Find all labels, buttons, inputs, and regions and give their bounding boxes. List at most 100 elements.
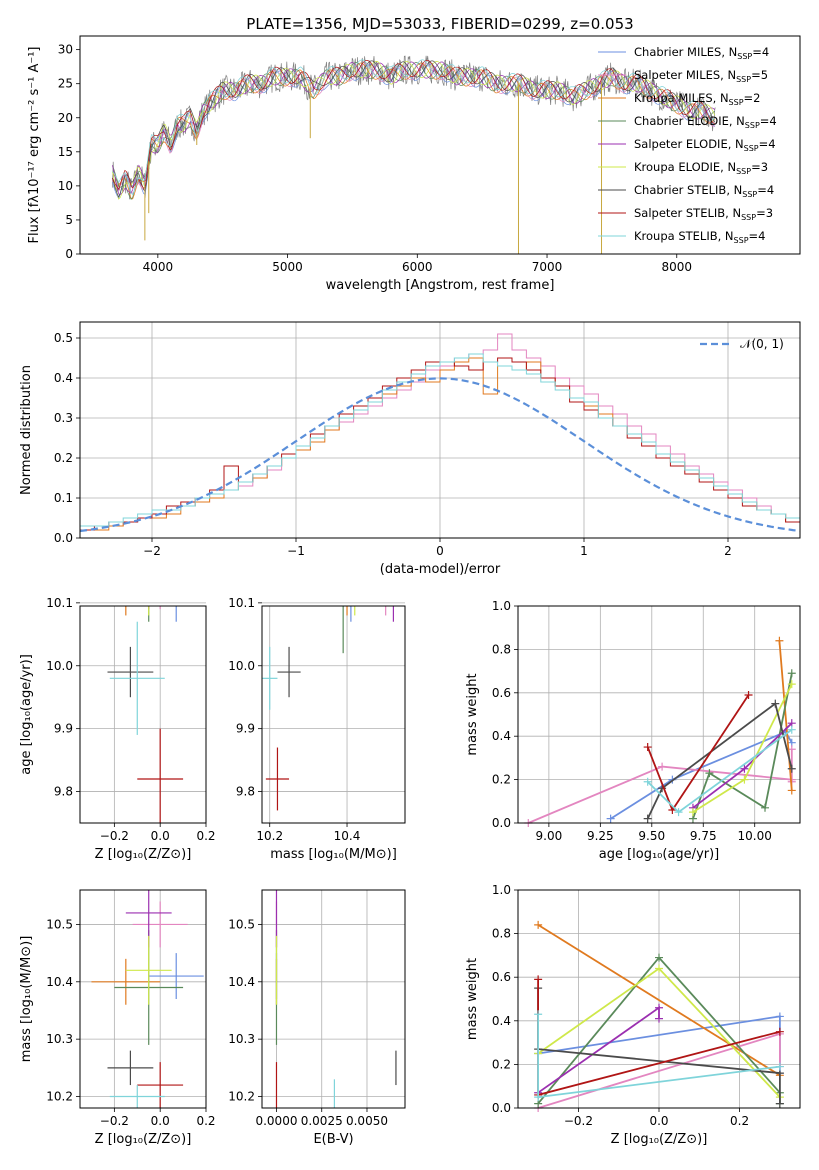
weight-marker-kroupa-miles [775, 636, 784, 645]
y-tick-label: 10.1 [228, 596, 255, 610]
legend-count: =3 [756, 206, 773, 220]
y-tick-label: 10.2 [46, 1090, 73, 1104]
x-tick-label: −0.2 [100, 1114, 129, 1128]
legend-count: =4 [757, 183, 774, 197]
legend-entry-kroupa-elodie: Kroupa ELODIE, NSSP=3 [634, 160, 768, 176]
x-tick-label: 10.4 [334, 829, 361, 843]
y-tick-label: 1.0 [492, 599, 511, 613]
y-tick-label: 0.8 [492, 927, 511, 941]
weight-marker-salpeter-elodie [655, 1014, 663, 1023]
legend-label: Kroupa ELODIE, N [634, 160, 736, 174]
weight-marker-chabrier-miles [775, 1012, 784, 1021]
weight-marker-kroupa-stelib [775, 1062, 784, 1071]
legend-entry-kroupa-miles: Kroupa MILES, NSSP=2 [634, 91, 760, 107]
x-tick-label: 0.0 [151, 1114, 170, 1128]
weight-marker-kroupa-elodie [655, 964, 663, 973]
x-tick-label: −0.2 [100, 829, 129, 843]
weight-line-chabrier-miles [610, 730, 793, 820]
y-tick-label: 10.1 [46, 596, 73, 610]
weight-marker-kroupa-stelib [534, 1093, 543, 1102]
panel-6: −0.2 0.0 0.2 10.2 10.3 10.4 10.5 Z [log₁₀(Z/Z⊙)… [19, 889, 216, 1147]
y-tick-label: 0.3 [54, 411, 73, 425]
y-tick-label: 0.5 [54, 331, 73, 345]
x-tick-label: 5000 [272, 260, 303, 274]
panel-7: 0.0000 0.0025 0.0050 10.2 10.3 10.4 10.5 E(B-V) [228, 889, 406, 1147]
legend-count: =5 [751, 68, 768, 82]
plot-frame [79, 35, 801, 255]
plot-frame [79, 321, 801, 539]
model-spectrum-kroupa-stelib [112, 59, 716, 196]
plot-frame [517, 889, 801, 1109]
legend-entry-kroupa-stelib: Kroupa STELIB, NSSP=4 [634, 229, 765, 245]
legend-count: =4 [760, 114, 777, 128]
x-tick-label: 8000 [661, 260, 692, 274]
y-tick-label: 0 [65, 247, 73, 261]
y-tick-label: 30 [58, 43, 73, 57]
x-axis-label: mass [log₁₀(M/M⊙)] [270, 847, 397, 862]
x-tick-label: −1 [287, 544, 305, 558]
weight-marker-salpeter-stelib [668, 805, 677, 814]
x-tick-label: 0.2 [196, 1114, 215, 1128]
panel-3: −0.2 0.0 0.2 9.8 9.9 10.0 10.1 Z [log₁₀(Z/Z⊙)] a… [19, 596, 216, 862]
legend-entry-salpeter-miles: Salpeter MILES, NSSP=5 [634, 68, 768, 84]
legend-count: =2 [744, 91, 761, 105]
y-tick-label: 10.0 [228, 659, 255, 673]
weight-marker-chabrier-elodie [655, 953, 663, 962]
x-tick-label: 0.0 [649, 1114, 668, 1128]
weight-marker-chabrier-stelib [771, 699, 780, 708]
x-axis-label: wavelength [Angstrom, rest frame] [326, 278, 555, 293]
weight-line-kroupa-miles [778, 640, 793, 791]
legend-label: Chabrier ELODIE, N [634, 114, 745, 128]
legend-label: Kroupa STELIB, N [634, 229, 734, 243]
panel-8: −0.2 0.0 0.2 0.0 0.2 0.4 0.6 0.8 1.0 Z [log₁₀(Z/Z… [465, 883, 801, 1147]
legend-label: Salpeter MILES, N [634, 68, 736, 82]
y-tick-label: 0.6 [492, 686, 511, 700]
legend-label: Kroupa MILES, N [634, 91, 729, 105]
panel-4: 10.2 10.4 9.8 9.9 10.0 10.1 mass [log₁₀(M/M⊙)] [228, 596, 406, 862]
y-tick-label: 0.2 [54, 451, 73, 465]
weight-marker-kroupa-miles [534, 920, 543, 929]
x-axis-label: Z [log₁₀(Z/Z⊙)] [611, 1132, 708, 1147]
figure-title: PLATE=1356, MJD=53033, FIBERID=0299, z=0… [246, 15, 633, 33]
x-axis-label: (data-model)/error [380, 562, 501, 577]
y-tick-label: 0.4 [492, 729, 511, 743]
y-tick-label: 10.0 [46, 659, 73, 673]
plot-frame [79, 889, 207, 1109]
y-tick-label: 25 [58, 77, 73, 91]
legend-subscript: SSP [741, 213, 756, 222]
histogram-kroupa-stelib [80, 353, 800, 538]
legend-subscript: SSP [736, 167, 751, 176]
y-tick-label: 10.4 [46, 975, 73, 989]
legend-count: =4 [759, 137, 776, 151]
x-tick-label: 9.75 [690, 829, 717, 843]
weight-marker-kroupa-stelib [534, 1010, 543, 1019]
y-tick-label: 0.8 [492, 642, 511, 656]
weight-marker-salpeter-stelib [744, 690, 753, 699]
legend-subscript: SSP [729, 98, 744, 107]
weight-marker-kroupa-stelib [643, 777, 652, 786]
x-tick-label: 0.2 [730, 1114, 749, 1128]
weight-marker-chabrier-stelib [787, 764, 796, 773]
y-axis-label: mass weight [465, 958, 480, 1040]
y-tick-label: 9.9 [54, 722, 73, 736]
y-tick-label: 0.0 [492, 1101, 511, 1115]
weight-marker-kroupa-elodie [787, 680, 796, 689]
y-tick-label: 0.2 [492, 773, 511, 787]
model-spectrum-chabrier-stelib [112, 60, 716, 198]
legend-subscript: SSP [734, 236, 749, 245]
legend-label: Chabrier MILES, N [634, 45, 737, 59]
y-tick-label: 1.0 [492, 883, 511, 897]
legend-subscript: SSP [744, 144, 759, 153]
y-tick-label: 0.2 [492, 1057, 511, 1071]
x-axis-label: E(B-V) [313, 1132, 353, 1147]
weight-marker-kroupa-elodie [688, 808, 697, 817]
x-tick-label: 0.0050 [346, 1114, 388, 1128]
model-spectrum-chabrier-elodie [112, 62, 716, 201]
y-tick-label: 9.8 [236, 785, 255, 799]
weight-marker-salpeter-stelib [775, 1027, 784, 1036]
plot-frame [517, 605, 801, 824]
x-tick-label: 10.2 [256, 829, 283, 843]
legend-entry-salpeter-elodie: Salpeter ELODIE, NSSP=4 [634, 137, 776, 153]
y-tick-label: 10.2 [228, 1090, 255, 1104]
y-tick-label: 10.4 [228, 975, 255, 989]
